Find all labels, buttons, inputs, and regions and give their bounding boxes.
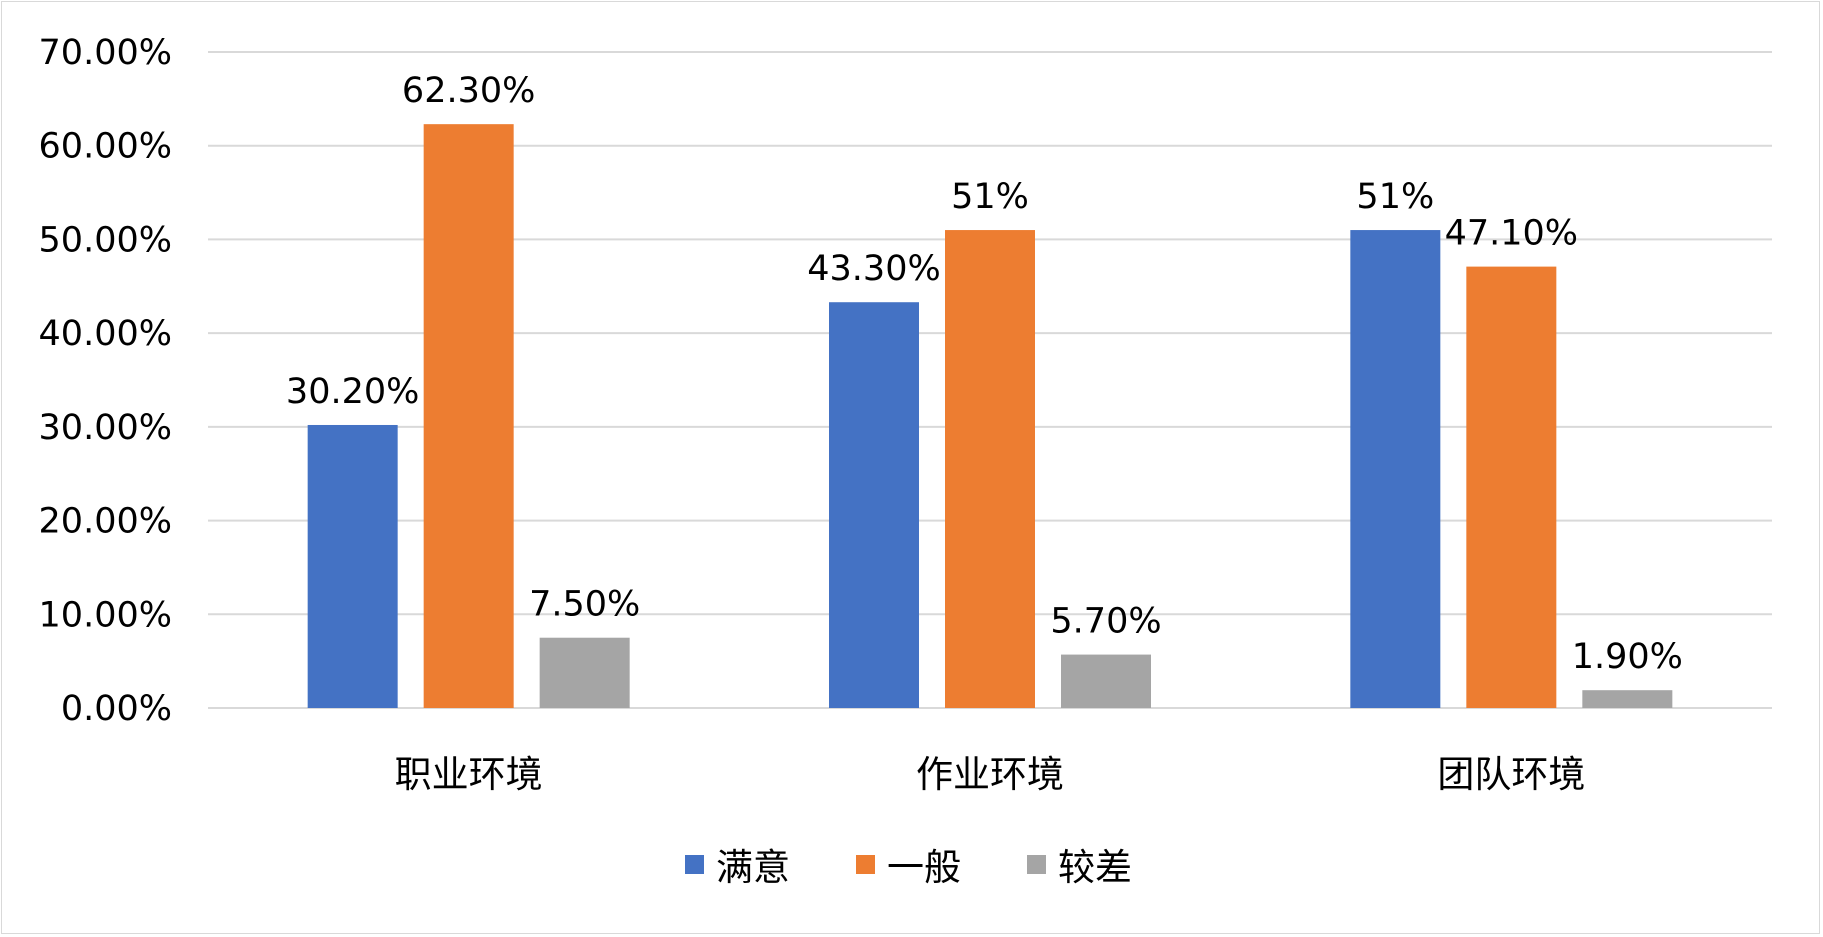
data-label: 51% — [1356, 177, 1434, 217]
bar — [423, 124, 514, 708]
legend-label: 较差 — [1058, 846, 1132, 889]
x-category-label: 作业环境 — [916, 753, 1064, 796]
bar — [829, 302, 919, 708]
bar — [1350, 230, 1441, 709]
bar — [1582, 690, 1673, 708]
x-axis-category-labels: 职业环境 作业环境 团队环境 — [395, 753, 1586, 796]
data-label: 43.30% — [807, 249, 940, 289]
y-tick-label: 30.00% — [39, 408, 172, 448]
bar — [1061, 654, 1151, 708]
y-axis-tick-labels: 0.00% 10.00% 20.00% 30.00% 40.00% 50.00% 60.00… — [39, 33, 172, 729]
data-label: 1.90% — [1572, 637, 1683, 677]
y-tick-label: 50.00% — [39, 220, 172, 260]
legend-swatch — [856, 855, 875, 874]
data-label: 5.70% — [1050, 602, 1161, 642]
y-tick-label: 10.00% — [39, 595, 172, 635]
y-tick-label: 70.00% — [39, 33, 172, 73]
data-label: 62.30% — [402, 71, 535, 111]
legend-label: 一般 — [887, 846, 961, 889]
data-label: 51% — [951, 177, 1029, 217]
y-tick-label: 20.00% — [39, 502, 172, 542]
data-label: 7.50% — [529, 585, 640, 625]
legend: 满意 一般 较差 — [685, 846, 1132, 889]
legend-label: 满意 — [716, 846, 790, 889]
y-tick-label: 60.00% — [39, 127, 172, 167]
y-tick-label: 40.00% — [39, 314, 172, 354]
legend-swatch — [1027, 855, 1046, 874]
x-category-label: 职业环境 — [395, 753, 543, 796]
bar — [1466, 266, 1557, 708]
data-labels: 30.20% 62.30% 7.50% 43.30% 51% 5.70% 51% 47.10%… — [286, 71, 1683, 677]
bar — [539, 637, 630, 708]
bar — [307, 424, 398, 708]
data-label: 47.10% — [1445, 214, 1578, 254]
legend-swatch — [685, 855, 704, 874]
x-category-label: 团队环境 — [1437, 753, 1585, 796]
bar — [945, 230, 1035, 709]
bars — [307, 124, 1673, 709]
y-tick-label: 0.00% — [61, 689, 172, 729]
data-label: 30.20% — [286, 372, 419, 412]
